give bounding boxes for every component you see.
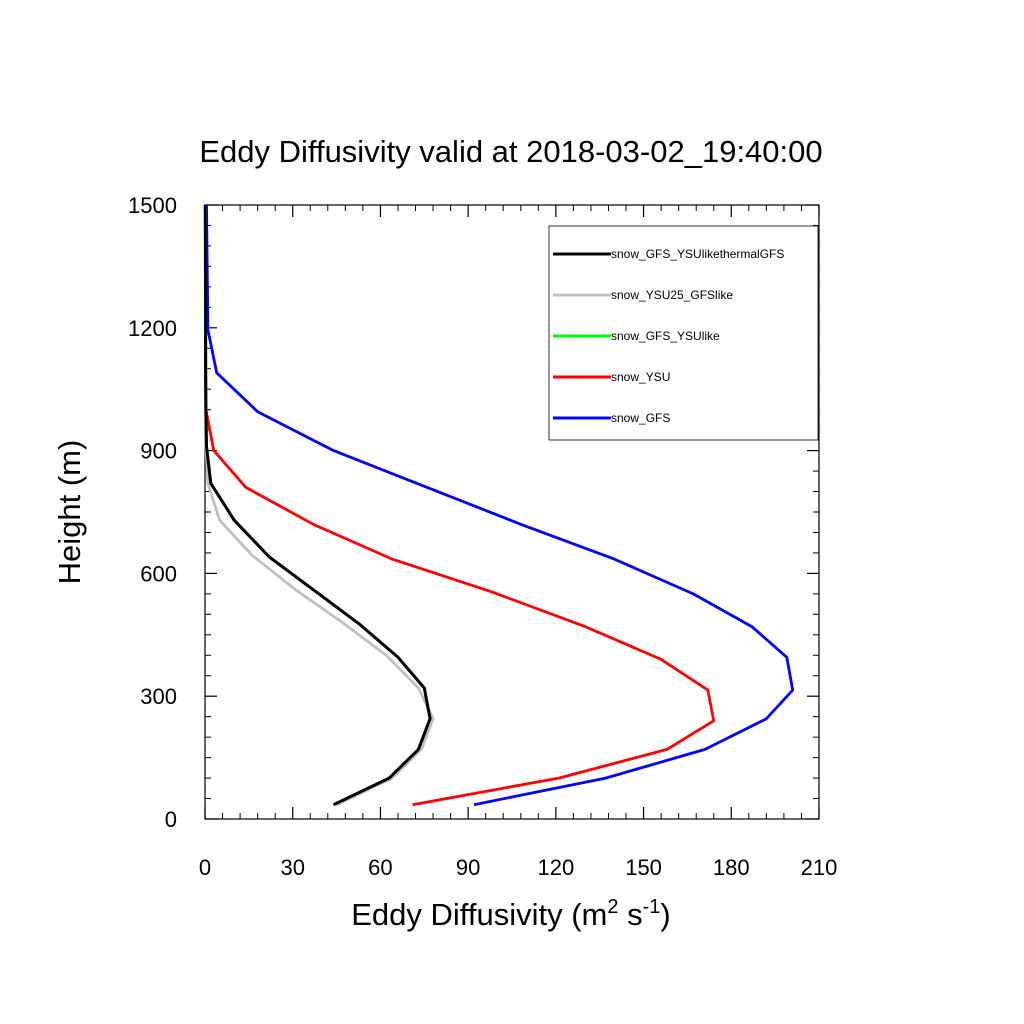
x-tick-label: 120 [537,855,574,880]
series-line-snow-ysu [203,204,716,807]
legend-label: snow_YSU25_GFSlike [611,288,733,302]
x-tick-label: 60 [368,855,392,880]
y-tick-label: 1200 [128,316,177,341]
x-tick-label: 180 [713,855,750,880]
legend-label: snow_YSU [611,370,670,384]
series-line-snow-gfs-ysulike [203,204,432,806]
y-tick-label: 0 [165,807,177,832]
y-axis-title: Height (m) [52,440,87,585]
series-line-snow-gfs-ysulikethermalgfs [203,204,432,807]
y-tick-label: 600 [140,561,177,586]
legend-label: snow_GFS_YSUlikethermalGFS [611,247,784,261]
y-tick-label: 300 [140,684,177,709]
series-lines [203,204,795,807]
x-tick-label: 150 [625,855,662,880]
legend: snow_GFS_YSUlikethermalGFS snow_YSU25_GFS… [548,225,819,441]
chart-title: Eddy Diffusivity valid at 2018-03-02_19:… [199,134,822,169]
y-tick-label: 900 [140,439,177,464]
y-tick-labels: 0 300 600 900 1200 1500 [128,193,177,832]
legend-label: snow_GFS [611,411,670,425]
legend-box [548,225,819,441]
series-line-snow-gfs [205,204,795,807]
x-tick-label: 0 [199,855,211,880]
y-tick-label: 1500 [128,193,177,218]
series-line-snow-ysu25-gfslike [203,204,435,806]
legend-label: snow_GFS_YSUlike [611,329,720,343]
x-tick-labels: 0 30 60 90 120 150 180 210 [199,855,837,880]
x-tick-label: 90 [456,855,480,880]
x-tick-label: 210 [801,855,838,880]
x-axis-title: Eddy Diffusivity (m2 s-1) [351,896,670,932]
x-tick-label: 30 [280,855,304,880]
